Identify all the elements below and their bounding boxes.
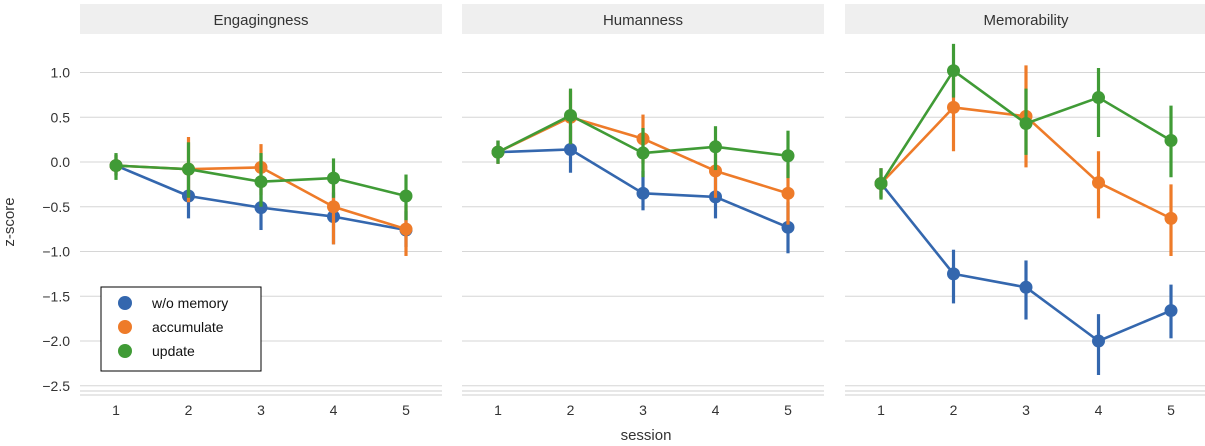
data-point: [1164, 211, 1178, 225]
x-tick-label: 5: [402, 402, 410, 418]
y-tick-label: 0.0: [51, 154, 71, 170]
legend-marker-update: [118, 344, 132, 358]
panel-humanness: Humanness 1 2 3 4 5: [462, 4, 824, 418]
data-point: [564, 142, 577, 156]
data-point: [636, 186, 650, 200]
y-tick-label: −2.0: [42, 333, 70, 349]
x-tick-label: 5: [1167, 402, 1175, 418]
x-tick-label: 5: [784, 402, 792, 418]
data-point: [636, 146, 650, 160]
legend-label-update: update: [152, 343, 195, 359]
y-tick-labels: 1.0 0.5 0.0 −0.5 −1.0 −1.5 −2.0 −2.5: [42, 65, 70, 394]
facet-header: [462, 4, 824, 34]
legend: w/o memory accumulate update: [100, 286, 262, 372]
x-tick-label: 3: [1022, 402, 1030, 418]
x-tick-label: 1: [494, 402, 502, 418]
data-point: [874, 176, 888, 190]
y-tick-label: −2.5: [42, 378, 70, 394]
data-point: [781, 149, 795, 163]
facet-header: [845, 4, 1205, 34]
x-tick-label: 2: [950, 402, 958, 418]
data-point: [1019, 280, 1033, 294]
y-tick-label: 1.0: [51, 65, 71, 81]
data-point: [709, 140, 722, 154]
data-point: [399, 222, 413, 236]
data-point: [109, 159, 123, 173]
legend-marker-wo-memory: [118, 296, 132, 310]
legend-label-accumulate: accumulate: [152, 319, 224, 335]
series-update: [874, 43, 1178, 200]
series-w-o-memory: [874, 168, 1178, 376]
x-tick-label: 1: [112, 402, 120, 418]
x-tick-label: 3: [257, 402, 265, 418]
facet-title: Humanness: [603, 12, 683, 29]
x-tick-label: 3: [639, 402, 647, 418]
data-point: [947, 100, 960, 114]
data-point: [1164, 134, 1178, 148]
series-update: [109, 142, 413, 221]
data-point: [254, 201, 268, 215]
x-tick-label: 1: [877, 402, 885, 418]
data-point: [1092, 176, 1105, 190]
legend-marker-accumulate: [118, 320, 132, 334]
data-point: [709, 164, 722, 178]
y-tick-label: −1.5: [42, 288, 70, 304]
plot-area: [462, 36, 824, 398]
series-update: [491, 88, 795, 179]
y-axis-title: z-score: [1, 197, 18, 246]
data-point: [781, 220, 795, 234]
data-point: [564, 108, 577, 122]
data-point: [1019, 117, 1033, 131]
facet-title: Engagingness: [213, 12, 308, 29]
data-point: [327, 171, 340, 185]
legend-label-wo-memory: w/o memory: [151, 295, 228, 311]
data-point: [254, 175, 268, 189]
data-point: [491, 145, 505, 159]
y-tick-label: −1.0: [42, 244, 70, 260]
x-tick-label: 4: [1095, 402, 1103, 418]
y-tick-label: 0.5: [51, 109, 71, 125]
x-tick-label: 4: [330, 402, 338, 418]
data-point: [1164, 304, 1178, 318]
facet-title: Memorability: [983, 12, 1069, 29]
series-w-o-memory: [491, 126, 795, 254]
data-point: [947, 267, 960, 281]
data-point: [399, 189, 413, 203]
x-tick-label: 2: [185, 402, 193, 418]
data-point: [182, 162, 195, 176]
data-point: [1092, 334, 1105, 348]
data-point: [947, 64, 960, 78]
x-axis-title: session: [621, 427, 672, 444]
x-tick-label: 2: [567, 402, 575, 418]
facet-header: [80, 4, 442, 34]
data-point: [781, 186, 795, 200]
data-point: [327, 200, 340, 214]
x-tick-label: 4: [712, 402, 720, 418]
y-tick-label: −0.5: [42, 199, 70, 215]
panel-memorability: Memorability 1 2 3 4 5: [845, 4, 1205, 418]
data-point: [1092, 91, 1105, 105]
